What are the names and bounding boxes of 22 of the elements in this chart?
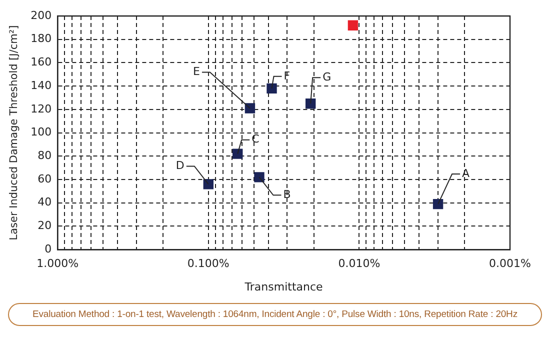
y-tick-label: 20 [38, 219, 52, 232]
y-tick-label: 100 [30, 126, 52, 139]
x-tick-label: 1.000% [36, 257, 79, 270]
x-tick-label: 0.001% [489, 257, 531, 270]
x-tick-label: 0.010% [338, 257, 380, 270]
series-label: B [283, 188, 291, 202]
y-tick-label: 200 [30, 8, 52, 22]
y-tick-label: 140 [30, 78, 52, 92]
text: Evaluation Method : 1-on-1 test, Wavelength : 1064nm, Incident Angle : 0°, Pulse Width : 10ns, Repetition Rate : 20Hz [8, 303, 542, 326]
y-tick-label: 120 [30, 102, 52, 116]
y-tick-label: 0 [44, 242, 52, 256]
series-label: D [176, 159, 184, 172]
x-axis-title: Transmittance [244, 280, 324, 294]
y-tick-label: 80 [38, 149, 52, 162]
x-tick-label: 0.100% [187, 257, 230, 270]
y-tick-label: 40 [38, 196, 52, 209]
y-axis-title: Laser Induced Damage Threshold [J/cm²] [8, 25, 20, 240]
y-tick-label: 60 [38, 172, 52, 186]
series-label: G [322, 70, 332, 84]
y-tick-label: 180 [30, 32, 52, 46]
text: E [193, 65, 200, 78]
y-tick-label: 160 [30, 56, 52, 69]
